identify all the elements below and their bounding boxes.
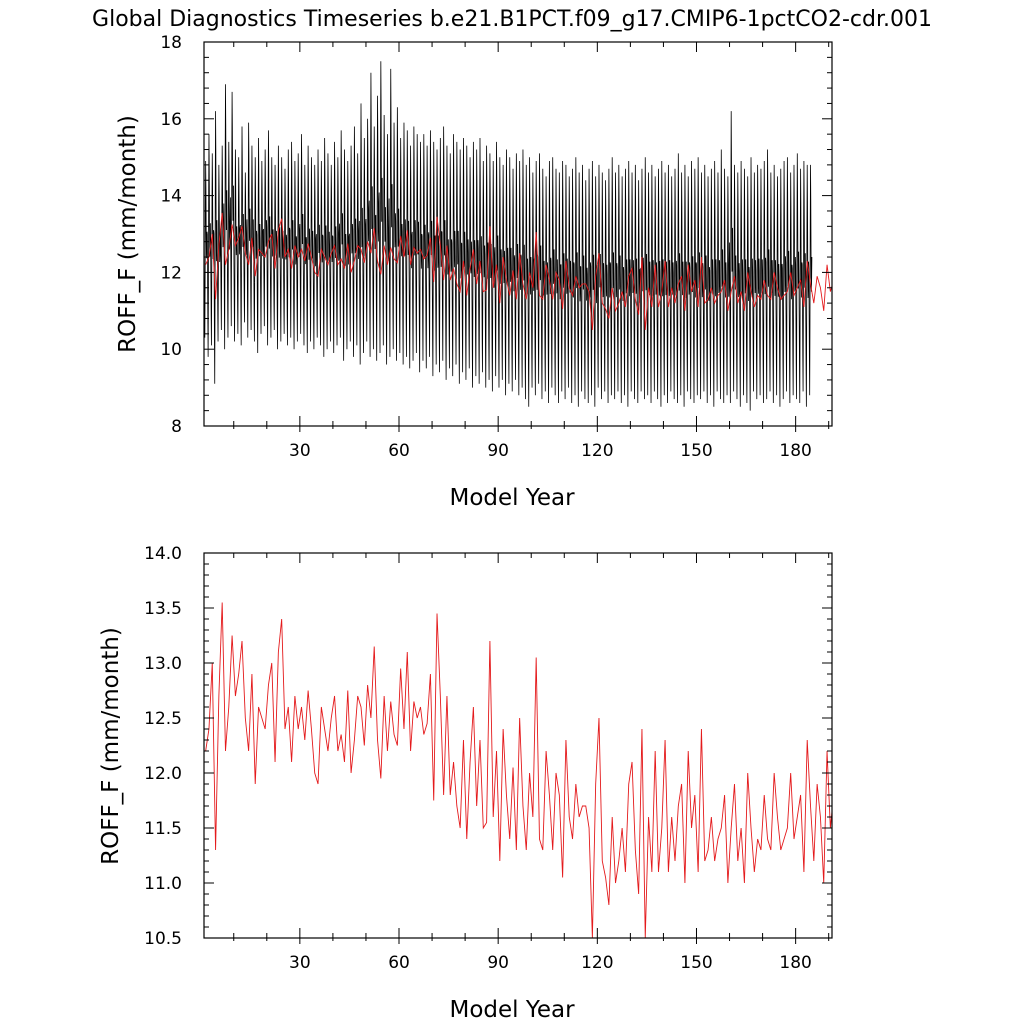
top-y-tick-label: 10 xyxy=(160,340,182,360)
bottom-y-tick-label: 11.0 xyxy=(144,874,182,894)
top-x-tick-label: 30 xyxy=(289,441,311,461)
bottom-y-tick-label: 14.0 xyxy=(144,544,182,564)
bottom-annual-mean-line xyxy=(205,602,832,938)
bottom-x-tick-label: 30 xyxy=(289,953,311,973)
bottom-y-tick-label: 13.5 xyxy=(144,599,182,619)
top-y-tick-label: 14 xyxy=(160,187,182,207)
top-monthly-line xyxy=(204,61,813,411)
top-y-axis-label: ROFF_F (mm/month) xyxy=(115,115,141,353)
monthly-and-annual-panel: 30 60 90 120 150 180 8 10 12 14 16 18 Model Year RO… xyxy=(115,33,833,511)
top-x-axis-label: Model Year xyxy=(449,485,575,511)
bottom-series-group xyxy=(205,602,832,938)
bottom-x-tick-label: 60 xyxy=(388,953,410,973)
top-y-tick-label: 16 xyxy=(160,110,182,130)
bottom-frame xyxy=(203,552,833,939)
top-x-tick-label: 60 xyxy=(388,441,410,461)
top-y-tick-label: 18 xyxy=(160,33,182,53)
bottom-y-tick-label: 12.5 xyxy=(144,709,182,729)
bottom-y-tick-label: 11.5 xyxy=(144,819,182,839)
bottom-axes: 30 60 90 120 150 180 10.5 11.0 11.5 12.0 12.5 13.0 1… xyxy=(144,544,833,973)
top-x-tick-label: 90 xyxy=(487,441,509,461)
bottom-x-axis-label: Model Year xyxy=(449,997,575,1023)
top-y-tick-label: 8 xyxy=(171,417,182,437)
bottom-y-tick-label: 10.5 xyxy=(144,929,182,949)
bottom-x-tick-label: 120 xyxy=(581,953,613,973)
top-x-tick-label: 150 xyxy=(680,441,712,461)
bottom-y-axis-label: ROFF_F (mm/month) xyxy=(98,627,124,865)
top-x-tick-label: 180 xyxy=(779,441,811,461)
top-plot-area xyxy=(204,61,832,411)
figure-title: Global Diagnostics Timeseries b.e21.B1PC… xyxy=(92,7,932,32)
top-series-group xyxy=(204,61,832,411)
bottom-y-tick-label: 12.0 xyxy=(144,764,182,784)
bottom-plot-area xyxy=(205,602,832,938)
bottom-x-tick-label: 90 xyxy=(487,953,509,973)
top-annual-mean-line xyxy=(205,212,832,331)
top-frame xyxy=(203,41,833,427)
bottom-x-tick-label: 150 xyxy=(680,953,712,973)
top-x-tick-label: 120 xyxy=(581,441,613,461)
bottom-x-tick-label: 180 xyxy=(779,953,811,973)
top-y-tick-label: 12 xyxy=(160,263,182,283)
bottom-y-tick-label: 13.0 xyxy=(144,654,182,674)
annual-mean-panel: 30 60 90 120 150 180 10.5 11.0 11.5 12.0 12.5 13.0 1… xyxy=(98,544,833,1023)
top-axes: 30 60 90 120 150 180 8 10 12 14 16 18 xyxy=(160,33,833,461)
